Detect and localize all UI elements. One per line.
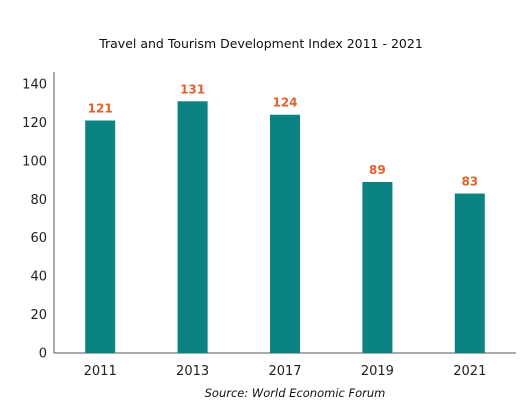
bar-2011 [85,120,116,353]
y-tick-label: 100 [22,154,47,169]
data-label-2019: 89 [369,163,386,177]
bar-2019 [362,181,393,353]
x-tick-label-2017: 2017 [268,364,301,379]
chart-bars [85,101,485,354]
y-tick-label: 40 [30,270,47,285]
y-tick-label: 120 [22,116,47,131]
x-tick-label-2011: 2011 [84,364,117,379]
data-label-2021: 83 [461,175,478,189]
bar-2013 [177,101,208,354]
source-note: Source: World Economic Forum [204,386,386,400]
y-tick-label: 140 [22,78,47,93]
data-label-2013: 131 [180,82,205,96]
chart-title: Travel and Tourism Development Index 201… [99,36,423,51]
x-tick-label-2019: 2019 [361,364,394,379]
y-axis-ticks: 0 20 40 60 80 100 120 140 [22,78,47,362]
y-tick-label: 0 [39,347,47,362]
chart-data-labels: 121 131 124 89 83 [88,82,478,188]
y-tick-label: 20 [30,308,47,323]
x-tick-label-2021: 2021 [453,364,486,379]
x-tick-label-2013: 2013 [176,364,209,379]
y-tick-label: 80 [30,193,47,208]
bar-2021 [454,193,485,353]
data-label-2011: 121 [88,102,113,116]
y-tick-label: 60 [30,231,47,246]
data-label-2017: 124 [272,96,297,110]
x-axis-ticks: 2011 2013 2017 2019 2021 [84,364,487,379]
bar-2017 [270,114,300,353]
